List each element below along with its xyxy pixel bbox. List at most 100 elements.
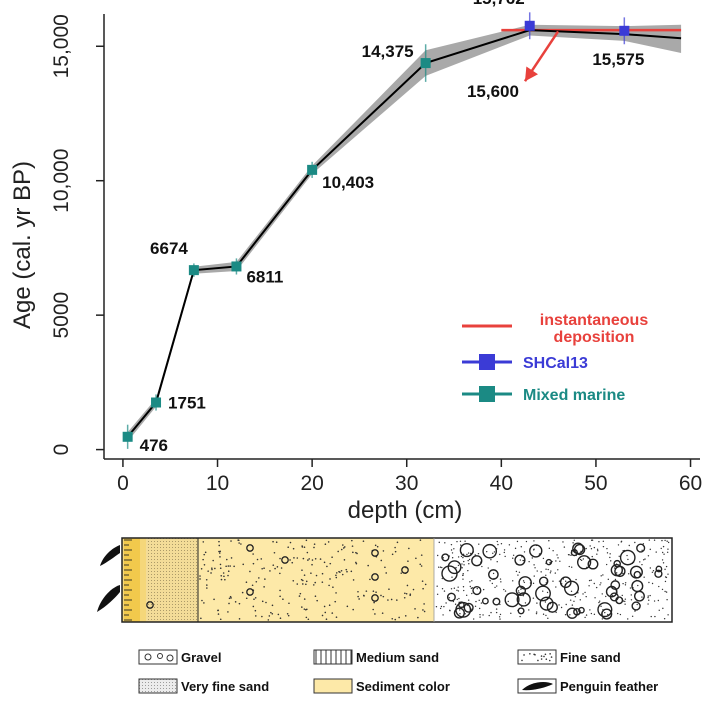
sand-grain (523, 581, 526, 584)
gravel-clast (563, 580, 580, 596)
sand-grain (467, 559, 469, 562)
legend-instantaneous-label-2: deposition (554, 329, 635, 346)
sand-grain (287, 614, 290, 617)
sand-grain (481, 565, 483, 568)
sand-grain (453, 548, 455, 550)
y-tick-label: 10,000 (50, 149, 73, 213)
sand-grain (465, 594, 468, 597)
sand-grain (454, 603, 457, 605)
sand-grain (419, 539, 422, 541)
sand-grain (396, 599, 398, 601)
sand-grain (279, 557, 281, 560)
sand-grain (594, 597, 596, 599)
sand-grain (460, 555, 463, 558)
sand-grain (381, 612, 384, 614)
sand-grain (624, 600, 626, 603)
sand-grain (497, 543, 499, 546)
sand-grain (313, 543, 316, 545)
sand-grain (261, 600, 264, 603)
sand-grain (287, 546, 289, 549)
clast (246, 544, 254, 552)
sand-grain (641, 549, 643, 552)
sand-grain (394, 546, 396, 549)
sand-grain (558, 580, 561, 582)
sand-grain (585, 614, 588, 616)
sand-grain (352, 551, 354, 554)
sand-grain (398, 616, 400, 619)
sand-grain (590, 579, 592, 581)
sand-grain (648, 599, 650, 601)
sand-grain (249, 570, 251, 573)
sand-grain (503, 551, 506, 554)
sand-grain (228, 602, 230, 605)
sand-grain (562, 578, 565, 580)
key-sand-grain (529, 652, 531, 655)
sand-grain (540, 571, 542, 573)
sand-grain (299, 592, 302, 595)
date-marker (307, 164, 318, 175)
key-sand-grain (545, 658, 548, 661)
sand-grain (593, 582, 595, 585)
sand-grain (367, 564, 369, 567)
sand-grain (570, 590, 573, 593)
sand-grain (443, 590, 446, 592)
sand-grain (455, 567, 457, 569)
sand-grain (219, 556, 221, 558)
key-sand-grain (540, 655, 543, 657)
sand-grain (420, 554, 423, 556)
sand-grain (462, 556, 464, 559)
sand-grain (201, 599, 203, 602)
sand-grain (321, 614, 324, 617)
sand-grain (459, 540, 462, 542)
sand-grain (408, 547, 410, 550)
sand-grain (351, 539, 353, 542)
sand-grain (227, 570, 230, 573)
sand-grain (310, 572, 312, 574)
sand-grain (326, 565, 328, 568)
sand-grain (653, 539, 656, 541)
sand-grain (327, 541, 330, 543)
gravel-clast (631, 601, 641, 611)
sand-grain (450, 588, 453, 590)
sand-grain (588, 585, 590, 587)
sand-grain (341, 544, 344, 546)
sand-grain (479, 616, 481, 618)
sand-grain (469, 585, 472, 588)
sand-grain (647, 595, 649, 597)
sand-grain (535, 612, 538, 615)
sand-grain (357, 595, 359, 598)
sand-grain (569, 614, 571, 616)
sand-grain (651, 571, 654, 573)
sand-grain (314, 581, 317, 584)
sand-grain (263, 586, 265, 588)
sand-grain (279, 595, 281, 598)
gravel-clast (441, 553, 450, 562)
sand-grain (420, 565, 423, 567)
sand-grain (562, 541, 564, 543)
sand-grain (546, 591, 549, 594)
sand-grain (500, 543, 503, 545)
gravel-clast (529, 544, 543, 558)
core-outline (121, 537, 673, 623)
sand-grain (396, 541, 399, 544)
sand-grain (641, 563, 643, 566)
sand-grain (600, 575, 602, 577)
sand-grain (557, 569, 559, 571)
date-marker (231, 261, 242, 272)
sand-grain (606, 547, 608, 550)
sand-grain (382, 595, 385, 598)
sand-grain (230, 597, 232, 599)
sand-grain (238, 542, 240, 544)
sand-grain (436, 585, 438, 587)
sand-grain (494, 586, 496, 589)
sand-grain (598, 600, 601, 602)
sand-grain (305, 580, 308, 583)
sand-grain (331, 612, 334, 614)
sand-grain (301, 546, 304, 548)
plot-area: 0 10 20 30 40 50 60 0 5000 10,000 15,000 476 1751 667… (50, 0, 702, 495)
sand-grain (219, 550, 222, 553)
sand-grain (624, 584, 627, 586)
sand-grain (593, 613, 596, 616)
sand-grain (422, 587, 424, 590)
sand-grain (519, 615, 521, 618)
